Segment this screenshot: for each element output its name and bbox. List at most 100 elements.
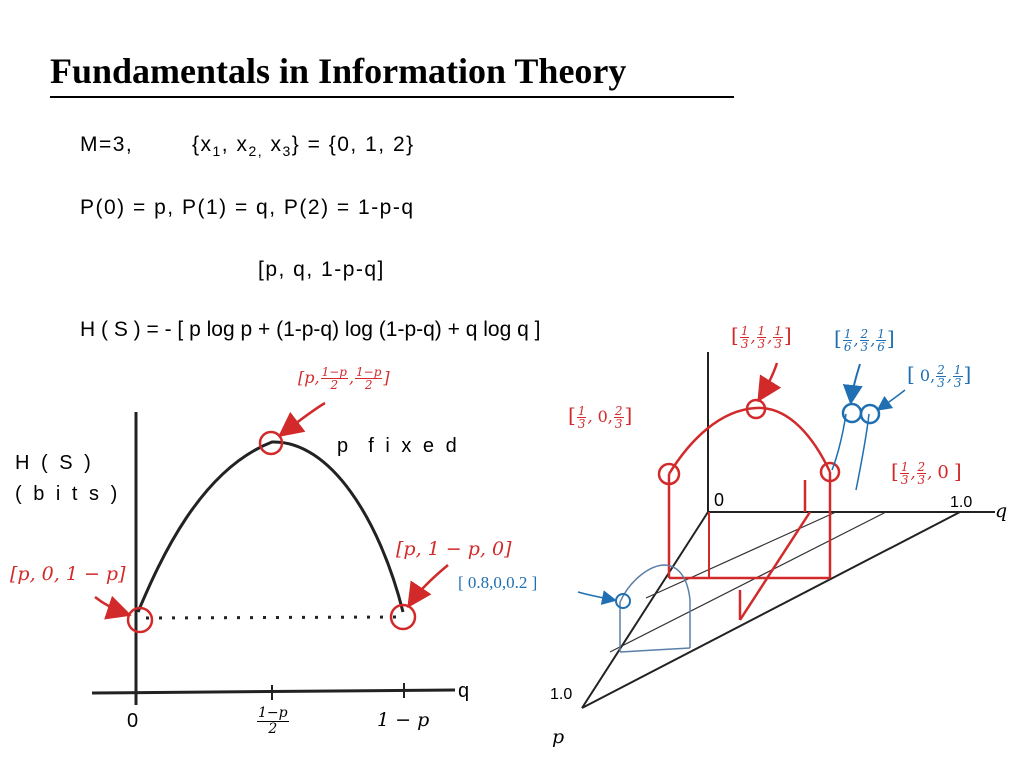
point-right-marker (389, 603, 417, 631)
entropy-curve (136, 440, 405, 613)
frac-num: 1 (842, 327, 853, 341)
annot-top-num2: 1−p (355, 365, 383, 379)
frac-num: 1 (773, 324, 783, 338)
zero-term: 0, (597, 407, 613, 426)
arrow-top (278, 401, 326, 438)
frac-num: 2 (916, 460, 927, 474)
tick-zero-label: 0 (127, 710, 139, 732)
distribution-vector: [p, q, 1-p-q] (258, 258, 385, 281)
annot-top-open: [p, (298, 368, 320, 387)
entropy-formula: H ( S ) = - [ p log p + (1-p-q) log (1-p… (80, 318, 541, 341)
blue-curve-b (855, 413, 870, 491)
annot-top-den2: 2 (364, 378, 373, 392)
annot-top-den1: 2 (330, 378, 339, 392)
guide-line-2 (645, 511, 837, 599)
subscript-1: 1 (212, 143, 222, 159)
tick-right-label: 1 − p (377, 709, 430, 731)
point-1-3-2-3-0 (819, 461, 841, 483)
q-tick-label: 1.0 (950, 494, 973, 511)
annotation-p-0-1mp: [p, 0, 1 − p] (10, 563, 126, 585)
origin-label: 0 (714, 490, 725, 510)
alphabet-size: M=3, (80, 133, 134, 156)
title-underline (50, 96, 734, 98)
zero-term: 0 (937, 462, 949, 483)
frac-den: 3 (937, 376, 945, 390)
gray-curve (619, 564, 691, 603)
red-diagonal (738, 511, 812, 621)
p-axis (581, 511, 709, 709)
subscript-2: 2, (248, 143, 264, 159)
annot-top-close: ] (383, 368, 390, 387)
tick-mid-den: 2 (268, 721, 278, 737)
q-axis-label: q (458, 680, 470, 702)
point-thirds (745, 398, 767, 420)
annotation-p-1mp-0: [p, 1 − p, 0] (396, 538, 512, 560)
y-axis-label-bits: ( b i t s ) (15, 483, 121, 505)
p-tick-label: 1.0 (550, 686, 573, 703)
annotation-thirds: [1 3, 1 3, 1 3] (731, 323, 792, 351)
left-x-axis (91, 688, 456, 695)
frac-den: 3 (900, 473, 909, 487)
arrow-0-2-3-1-3 (876, 389, 906, 411)
frac-den: 3 (740, 337, 749, 351)
point-left-marker (126, 606, 154, 634)
frac-num: 2 (613, 404, 624, 418)
frac-den: 3 (917, 473, 926, 487)
frac-num: 1 (876, 327, 886, 341)
set-values: } = {0, 1, 2} (291, 133, 415, 156)
frac-den: 6 (877, 340, 885, 354)
slide-title: Fundamentals in Information Theory (50, 51, 627, 91)
simplex-3d-graph (577, 352, 995, 709)
frac-num: 1 (576, 404, 587, 418)
subscript-3: 3 (282, 143, 292, 159)
red-curve (667, 406, 832, 475)
tick-mid-label: 1−p 2 (256, 706, 290, 737)
frac-den: 3 (614, 417, 623, 431)
p-fixed-note: p f i x e d (337, 435, 460, 457)
annotation-1-3-2-3-0: [1 3, 2 3, 0 ] (891, 459, 962, 487)
entropy-vs-q-graph (91, 401, 456, 705)
zero-term: 0, (919, 366, 936, 385)
arrow-sixths (842, 363, 863, 405)
frac-den: 6 (843, 340, 852, 354)
frac-num: 2 (936, 363, 946, 377)
baseline-dotted (145, 615, 399, 620)
arrow-left (94, 595, 132, 620)
blue-curve-a (831, 413, 847, 471)
point-1-3-0-2-3 (657, 462, 681, 486)
annotation-1-3-0-2-3: [1 3, 0, 2 3] (568, 403, 633, 431)
probability-line: P(0) = p, P(1) = q, P(2) = 1-p-q (80, 196, 415, 219)
simplex-edge (581, 511, 961, 709)
frac-den: 3 (757, 337, 766, 351)
guide-line-1 (609, 511, 887, 653)
tick-mid-num: 1−p (257, 705, 289, 722)
arrow-right (407, 564, 449, 609)
y-axis-label-hs: H ( S ) (15, 452, 94, 474)
gray-base (619, 647, 691, 653)
arrow-thirds (757, 362, 782, 403)
set-sep-1: , x (221, 133, 249, 156)
frac-den: 3 (953, 376, 962, 390)
frac-num: 1 (899, 460, 910, 474)
frac-num: 1 (739, 324, 750, 338)
frac-num: 1 (952, 363, 963, 377)
set-sep-2: x (263, 133, 283, 156)
frac-den: 3 (774, 337, 782, 351)
annotation-max: [p, 1−p 2, 1−p 2] (298, 365, 390, 392)
frac-den: 3 (860, 340, 869, 354)
annot-top-num1: 1−p (320, 365, 348, 379)
set-open: {x (191, 133, 213, 156)
annotation-0-2-3-1-3: [ 0, 2 3, 1 3] (907, 362, 972, 390)
q-axis-label-3d: q (995, 500, 1008, 522)
arrow-0-8 (577, 590, 617, 606)
annotation-sixths: [1 6, 2 3, 1 6] (834, 326, 895, 354)
point-0-2-3-1-3 (859, 403, 881, 425)
point-sixths (841, 402, 863, 424)
point-max-marker (258, 430, 284, 456)
frac-den: 3 (577, 417, 586, 431)
alphabet-line: M=3, {x1, x2, x3} = {0, 1, 2} (80, 133, 415, 159)
p-axis-label-3d: p (552, 726, 565, 748)
frac-num: 1 (756, 324, 767, 338)
frac-num: 2 (859, 327, 870, 341)
